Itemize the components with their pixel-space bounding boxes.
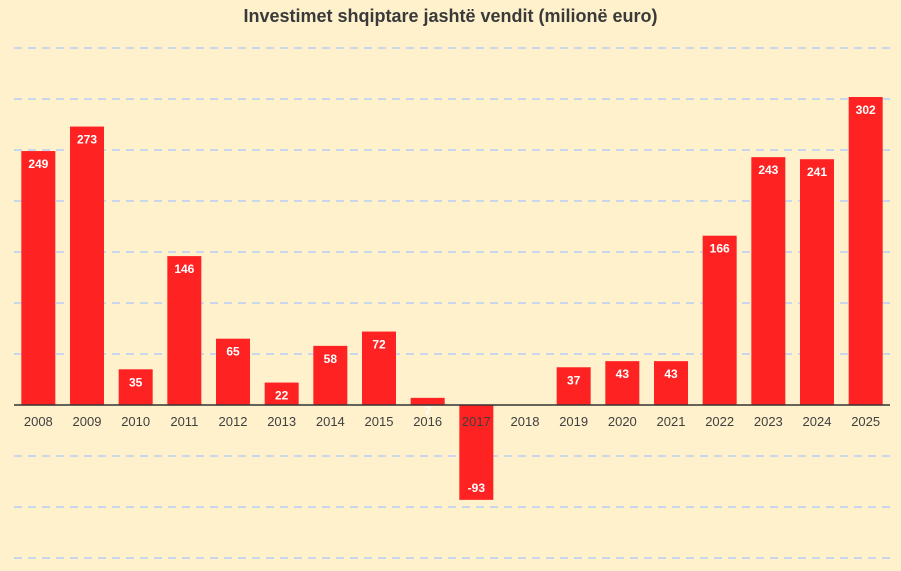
bar-2013 <box>264 382 299 405</box>
bar-2015 <box>362 331 396 405</box>
x-tick-label: 2013 <box>267 414 296 429</box>
bar-2012 <box>216 338 250 405</box>
bar-2016 <box>410 397 445 405</box>
data-label: 273 <box>77 133 97 147</box>
x-tick-label: 2015 <box>365 414 394 429</box>
bar-2022 <box>702 235 737 405</box>
x-tick-label: 2011 <box>170 414 198 429</box>
data-label: 58 <box>324 352 338 366</box>
chart-title: Investimet shqiptare jashtë vendit (mili… <box>243 6 658 26</box>
x-tick-label: 2021 <box>657 414 686 429</box>
x-tick-label: 2022 <box>705 414 734 429</box>
bar-2024 <box>800 159 834 405</box>
x-tick-label: 2009 <box>73 414 102 429</box>
bar-2021 <box>654 361 688 405</box>
x-tick-label: 2017 <box>462 414 491 429</box>
bar-2025 <box>848 97 883 405</box>
bar-2011 <box>167 256 202 405</box>
data-label: 43 <box>664 367 678 381</box>
data-label: 166 <box>710 242 730 256</box>
data-label: 7 <box>424 404 431 418</box>
x-tick-label: 2016 <box>413 414 442 429</box>
x-tick-label: 2008 <box>24 414 53 429</box>
data-label: 249 <box>28 157 48 171</box>
x-tick-label: 2014 <box>316 414 345 429</box>
x-tick-label: 2024 <box>803 414 832 429</box>
data-label: 43 <box>616 367 630 381</box>
bar-2023 <box>751 157 786 405</box>
x-tick-label: 2025 <box>851 414 880 429</box>
data-label: 22 <box>275 389 289 403</box>
data-label: -93 <box>468 481 486 495</box>
data-label: 241 <box>807 165 827 179</box>
bar-2010 <box>118 369 153 405</box>
x-tick-label: 2012 <box>219 414 248 429</box>
bar-2017 <box>459 405 494 500</box>
x-tick-label: 2019 <box>559 414 588 429</box>
data-label: 243 <box>758 163 778 177</box>
bar-2019 <box>556 367 591 405</box>
data-label: 37 <box>567 373 581 387</box>
x-tick-label: 2010 <box>121 414 150 429</box>
x-tick-label: 2023 <box>754 414 783 429</box>
x-tick-label: 2020 <box>608 414 637 429</box>
data-label: 65 <box>226 345 240 359</box>
bar-2008 <box>21 151 56 405</box>
bar-2020 <box>605 361 640 405</box>
bar-2014 <box>313 345 348 405</box>
data-label: 302 <box>856 103 876 117</box>
bar-2009 <box>70 126 104 405</box>
data-label: 146 <box>174 262 194 276</box>
data-label: 72 <box>372 338 386 352</box>
data-label: 35 <box>129 375 143 389</box>
x-tick-label: 2018 <box>511 414 540 429</box>
